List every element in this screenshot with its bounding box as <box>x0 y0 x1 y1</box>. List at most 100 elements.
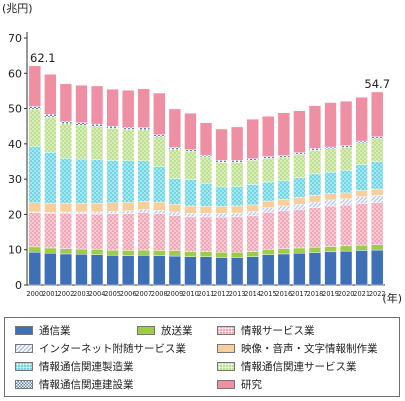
bar-segment-2014-7 <box>246 158 259 161</box>
bar-segment-2012-5 <box>215 186 228 207</box>
x-tick-label: 2019 <box>322 290 339 298</box>
bar-segment-2022-0 <box>371 249 384 286</box>
bar-segment-2008-1 <box>153 250 166 256</box>
bar-segment-2010-8 <box>184 112 197 150</box>
bar-segment-2011-0 <box>199 256 213 286</box>
bar-segment-2021-0 <box>355 250 368 286</box>
bar-segment-2021-6 <box>355 142 368 165</box>
bar-segment-2018-1 <box>308 247 322 253</box>
bar-segment-2015-4 <box>262 200 275 208</box>
bar-segment-2014-6 <box>246 160 259 185</box>
legend-label: 放送業 <box>161 324 193 337</box>
bar-segment-2018-8 <box>308 105 322 149</box>
bar-segment-2013-1 <box>231 251 244 258</box>
bar-segment-2016-2 <box>277 210 290 249</box>
bar-segment-2006-1 <box>122 250 135 256</box>
x-tick-label: 2011 <box>198 290 215 298</box>
bar-segment-2010-5 <box>184 179 197 207</box>
bar-segment-2020-0 <box>339 250 353 286</box>
bar-segment-2012-8 <box>215 128 228 161</box>
y-unit-label: (兆円) <box>2 2 33 15</box>
bar-segment-2019-0 <box>324 251 337 286</box>
legend-swatch <box>15 361 33 371</box>
bar-segment-2002-0 <box>59 253 73 286</box>
legend-item: 通信業 <box>15 323 71 337</box>
bar-segment-2004-5 <box>90 159 104 204</box>
bar-segment-2018-6 <box>308 150 322 175</box>
bar-segment-2019-3 <box>324 199 337 207</box>
legend-swatch <box>217 343 235 353</box>
legend-item: 映像・音声・文字情報制作業 <box>217 341 378 355</box>
bar-segment-2022-3 <box>371 195 384 203</box>
bar-segment-2020-3 <box>339 198 353 206</box>
bar-segment-2015-2 <box>262 212 275 250</box>
bar-segment-2005-1 <box>106 249 119 256</box>
bar-segment-2012-7 <box>215 160 228 163</box>
bar-segment-2008-3 <box>153 209 166 214</box>
bar-segment-2016-7 <box>277 155 290 158</box>
bar-segment-2009-8 <box>168 108 181 148</box>
bar-segment-2011-5 <box>199 183 213 207</box>
bar-segment-2014-0 <box>246 256 259 286</box>
bar-segment-2011-7 <box>199 154 213 158</box>
bar-segment-2011-2 <box>199 216 213 252</box>
bar-segment-2014-1 <box>246 251 259 257</box>
bar-segment-2004-8 <box>90 85 104 125</box>
bar-segment-2000-5 <box>28 146 41 203</box>
bar-segment-2001-0 <box>44 253 57 286</box>
bar-segment-2012-6 <box>215 162 228 188</box>
bar-segment-2010-1 <box>184 251 197 257</box>
bar-segment-2018-7 <box>308 148 322 151</box>
x-tick-label: 2015 <box>260 290 277 298</box>
bar-segment-2017-3 <box>293 203 306 210</box>
bar-segment-2013-5 <box>231 186 244 207</box>
bar-segment-2006-5 <box>122 160 135 203</box>
bar-segment-2016-6 <box>277 157 290 181</box>
y-tick-label: 0 <box>15 279 22 292</box>
x-tick-label: 2006 <box>120 290 137 298</box>
bar-segment-2007-3 <box>137 209 150 213</box>
bar-segment-2000-7 <box>28 106 41 110</box>
bar-segment-2008-6 <box>153 136 166 167</box>
chart-plot: 010203040506070(兆円)(年)200020012002200320… <box>2 2 402 305</box>
x-tick-label: 2018 <box>307 290 324 298</box>
bar-segment-2004-2 <box>90 213 104 250</box>
bar-segment-2009-1 <box>168 250 181 257</box>
legend-label: 通信業 <box>39 324 71 337</box>
bar-segment-2002-5 <box>59 158 73 204</box>
bar-segment-2020-1 <box>339 245 353 252</box>
legend-label: 情報通信関連建設業 <box>39 378 134 391</box>
bar-segment-2009-3 <box>168 211 181 216</box>
bar-segment-2016-8 <box>277 112 290 156</box>
bar-segment-2002-1 <box>59 248 73 255</box>
y-tick-label: 70 <box>8 32 22 45</box>
bar-segment-2003-8 <box>75 85 88 123</box>
bar-segment-2004-7 <box>90 123 104 127</box>
bar-segment-2015-1 <box>262 249 275 255</box>
bar-segment-2008-8 <box>153 92 166 135</box>
bar-segment-2002-4 <box>59 202 73 213</box>
legend-swatch <box>217 361 235 371</box>
bar-segment-2004-4 <box>90 202 104 213</box>
bar-segment-2010-0 <box>184 256 197 286</box>
bar-segment-2010-7 <box>184 149 197 152</box>
legend-label: 研究 <box>241 378 262 391</box>
bar-segment-2018-0 <box>308 252 322 286</box>
bar-segment-2020-4 <box>339 192 353 200</box>
bar-segment-2002-2 <box>59 213 73 249</box>
bar-segment-2009-5 <box>168 178 181 205</box>
x-tick-label: 2022 <box>369 290 386 298</box>
legend: 通信業 放送業 情報サービス業 インターネット附随サービス業 映像・音声・文字情報制作業… <box>4 317 400 397</box>
bar-segment-2001-7 <box>44 114 57 118</box>
legend-item: 情報通信関連サービス業 <box>217 359 357 373</box>
bar-segment-2022-7 <box>371 136 384 139</box>
bar-segment-2014-3 <box>246 211 259 217</box>
legend-swatch <box>15 343 33 353</box>
bar-segment-2019-1 <box>324 246 337 253</box>
bar-segment-2004-3 <box>90 211 104 215</box>
bar-segment-2014-8 <box>246 118 259 159</box>
bar-segment-2008-2 <box>153 213 166 251</box>
bar-segment-2001-5 <box>44 152 57 204</box>
bar-segment-2017-1 <box>293 247 306 254</box>
bar-segment-2005-8 <box>106 88 119 127</box>
